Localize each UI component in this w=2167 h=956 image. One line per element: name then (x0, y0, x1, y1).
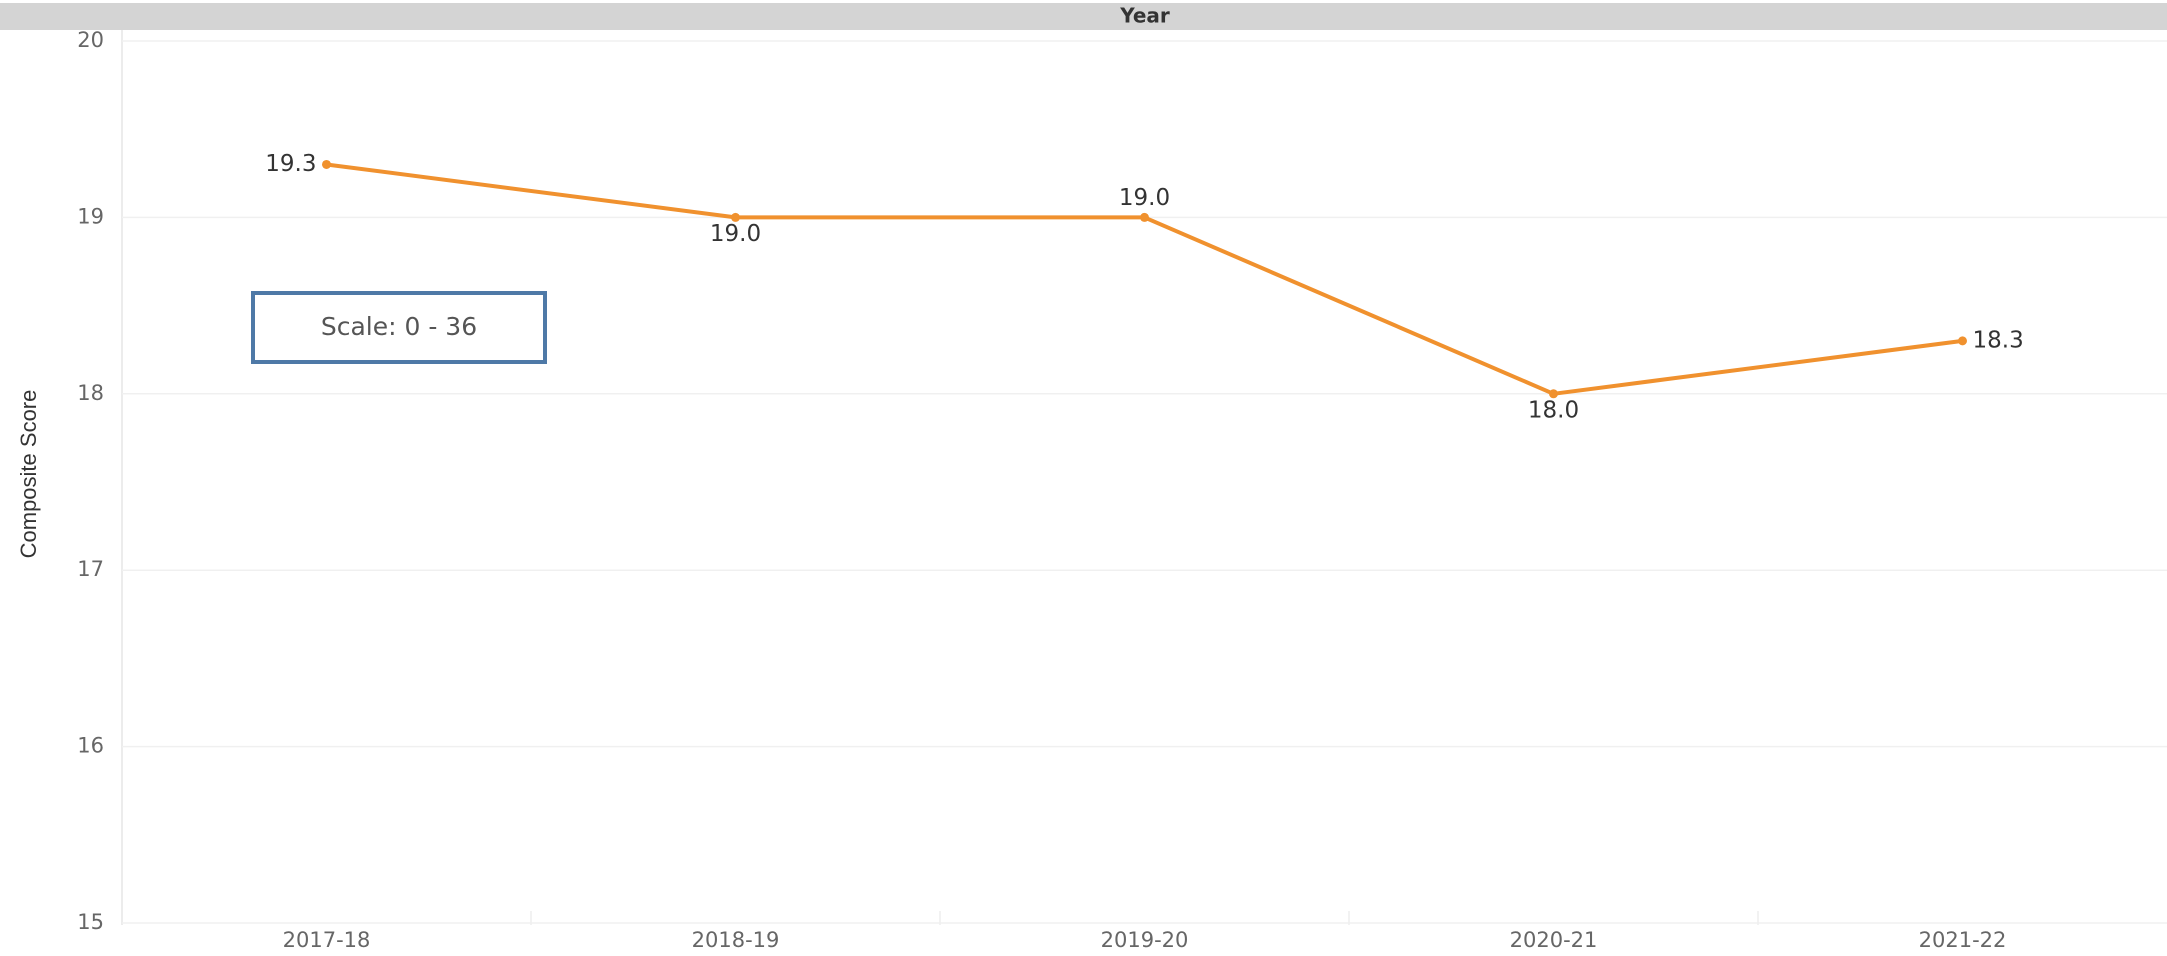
y-tick-label: 15 (77, 910, 104, 934)
annotation-box (251, 291, 547, 364)
point (322, 159, 331, 169)
x-tick-label: 2018-19 (692, 928, 780, 952)
y-tick-label: 18 (77, 381, 104, 405)
x-tick-label: 2021-22 (1919, 928, 2007, 952)
data-label: 19.3 (265, 151, 316, 177)
y-tick-label: 17 (77, 557, 104, 581)
x-axis-title: Year (1119, 4, 1170, 28)
data-label: 19.0 (710, 221, 761, 247)
annotation: Scale: 0 - 36 (321, 312, 477, 341)
y-tick-label: 20 (77, 28, 104, 52)
point (1140, 212, 1149, 222)
y-tick-label: 19 (77, 204, 104, 228)
x-tick-label: 2017-18 (283, 928, 371, 952)
header-bar (0, 3, 2167, 30)
point (731, 212, 740, 222)
data-label: 18.3 (1973, 327, 2024, 353)
y-axis-title: Composite Score (16, 390, 41, 559)
data-label: 19.0 (1119, 185, 1170, 211)
point (1549, 389, 1558, 399)
data-label: 18.0 (1528, 397, 1579, 423)
x-tick-label: 2019-20 (1101, 928, 1189, 952)
x-tick-label: 2020-21 (1510, 928, 1598, 952)
y-tick-label: 16 (77, 734, 104, 758)
point (1958, 336, 1967, 346)
